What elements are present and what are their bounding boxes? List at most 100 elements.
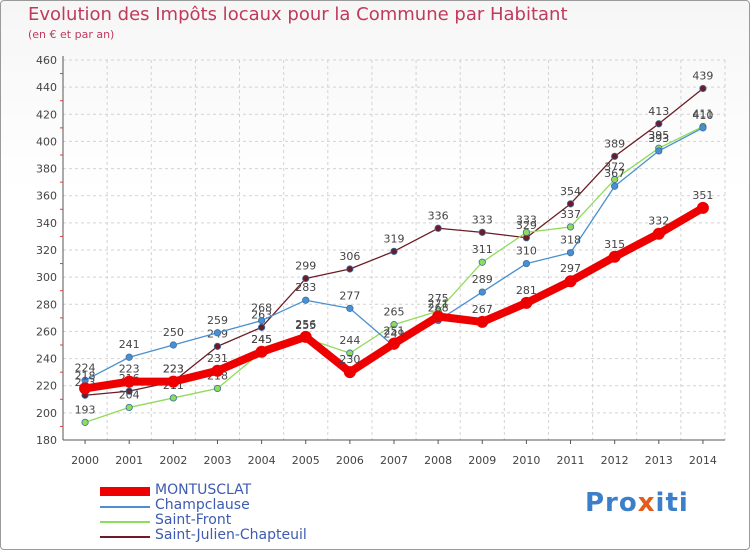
legend-label: MONTUSCLAT — [155, 482, 252, 498]
data-label-saint-front: 265 — [384, 306, 405, 319]
x-tick-label: 2001 — [115, 454, 143, 467]
data-label-montusclat: 271 — [428, 298, 449, 311]
data-label-saint-julien-chapteuil: 329 — [516, 219, 537, 232]
y-tick-label: 360 — [36, 190, 57, 203]
data-label-saint-front: 255 — [295, 319, 316, 332]
x-tick-label: 2011 — [557, 454, 585, 467]
data-point-champclause — [655, 147, 663, 155]
data-label-champclause: 410 — [692, 109, 713, 122]
data-label-saint-front: 311 — [472, 243, 493, 256]
data-point-saint-julien-chapteuil — [257, 323, 266, 331]
x-tick-label: 2000 — [71, 454, 99, 467]
data-label-saint-julien-chapteuil: 333 — [472, 213, 493, 226]
data-point-saint-front — [125, 403, 133, 412]
y-tick-label: 420 — [36, 108, 57, 121]
x-tick-label: 2008 — [424, 454, 452, 467]
data-label-champclause: 393 — [648, 132, 669, 145]
data-point-montusclat — [388, 337, 400, 350]
data-label-champclause: 268 — [428, 302, 449, 315]
legend-label: Saint-Front — [155, 512, 232, 528]
data-point-saint-front — [566, 223, 575, 231]
y-tick-label: 300 — [36, 271, 57, 284]
data-point-saint-julien-chapteuil — [302, 274, 310, 283]
data-point-champclause — [478, 288, 486, 296]
x-tick-label: 2005 — [292, 454, 320, 467]
y-tick-label: 320 — [36, 244, 57, 257]
data-point-saint-julien-chapteuil — [611, 152, 619, 160]
legend-item: MONTUSCLAT — [100, 482, 400, 499]
data-point-champclause — [699, 124, 707, 132]
x-tick-label: 2003 — [203, 454, 231, 467]
data-point-saint-julien-chapteuil — [390, 247, 398, 255]
data-point-champclause — [346, 304, 354, 312]
data-point-champclause — [611, 182, 619, 190]
data-label-montusclat: 351 — [692, 189, 713, 202]
data-point-champclause — [522, 259, 531, 268]
data-label-saint-julien-chapteuil: 336 — [428, 209, 449, 222]
data-label-saint-front: 275 — [428, 292, 449, 305]
x-tick-label: 2004 — [248, 454, 276, 467]
data-point-champclause — [213, 329, 222, 337]
data-label-montusclat: 332 — [648, 215, 669, 228]
data-label-champclause: 268 — [251, 302, 272, 315]
data-point-saint-julien-chapteuil — [213, 342, 222, 350]
data-label-champclause: 277 — [339, 289, 360, 302]
data-label-saint-front: 372 — [604, 160, 625, 173]
data-label-montusclat: 297 — [560, 262, 581, 275]
y-tick-label: 240 — [36, 353, 57, 366]
data-label-saint-front: 204 — [119, 388, 140, 401]
data-point-saint-julien-chapteuil — [346, 265, 354, 273]
data-point-montusclat — [123, 375, 136, 388]
data-label-champclause: 318 — [560, 234, 581, 247]
data-point-montusclat — [79, 382, 92, 395]
legend-item: Saint-Julien-Chapteuil — [100, 527, 400, 544]
y-tick-label: 380 — [36, 163, 57, 176]
data-label-saint-front: 245 — [251, 333, 272, 346]
data-label-saint-front: 411 — [692, 108, 713, 121]
line-chart: 180 200 220 240 260 280 300 320 340 360 380 400 420 4… — [36, 54, 726, 467]
data-label-montusclat: 245 — [251, 333, 272, 346]
data-label-montusclat: 223 — [163, 363, 184, 376]
data-point-saint-julien-chapteuil — [655, 120, 663, 128]
data-label-montusclat: 230 — [339, 353, 360, 366]
data-label-montusclat: 218 — [75, 369, 96, 382]
legend-swatch — [100, 487, 150, 496]
data-point-saint-julien-chapteuil — [478, 228, 486, 236]
data-label-champclause: 367 — [604, 167, 625, 180]
data-label-montusclat: 281 — [516, 284, 537, 297]
x-tick-label: 2010 — [512, 454, 540, 467]
data-point-montusclat — [564, 275, 577, 288]
legend-swatch — [100, 506, 150, 508]
y-tick-label: 200 — [36, 407, 57, 420]
data-label-montusclat: 231 — [207, 352, 228, 365]
data-label-champclause: 224 — [75, 361, 96, 374]
chart-subtitle: (en € et par an) — [28, 28, 115, 41]
data-label-champclause: 250 — [163, 326, 184, 339]
x-tick-label: 2014 — [689, 454, 717, 467]
data-point-montusclat — [167, 375, 180, 388]
data-point-champclause — [566, 249, 575, 257]
data-point-montusclat — [652, 227, 665, 240]
data-label-saint-julien-chapteuil: 299 — [295, 260, 316, 273]
data-label-saint-julien-chapteuil: 223 — [163, 363, 184, 376]
data-label-champclause: 259 — [207, 314, 228, 327]
data-point-montusclat — [299, 330, 312, 343]
data-point-champclause — [257, 316, 266, 325]
x-tick-label: 2009 — [468, 454, 496, 467]
data-label-montusclat: 315 — [604, 238, 625, 251]
legend-item: Champclause — [100, 497, 400, 514]
data-point-saint-front — [390, 321, 398, 329]
legend-item: Saint-Front — [100, 512, 400, 529]
data-point-saint-front — [213, 384, 222, 393]
data-label-saint-front: 333 — [516, 213, 537, 226]
y-tick-label: 340 — [36, 217, 57, 230]
chart-legend: MONTUSCLAT Champclause Saint-Front Saint-Ju… — [100, 482, 400, 544]
legend-swatch — [100, 536, 150, 538]
data-point-montusclat — [476, 315, 489, 328]
x-tick-label: 2012 — [601, 454, 629, 467]
data-label-champclause: 241 — [119, 338, 140, 351]
data-point-saint-front — [346, 349, 354, 357]
data-point-saint-julien-chapteuil — [699, 84, 707, 93]
data-label-saint-julien-chapteuil: 439 — [692, 70, 713, 83]
